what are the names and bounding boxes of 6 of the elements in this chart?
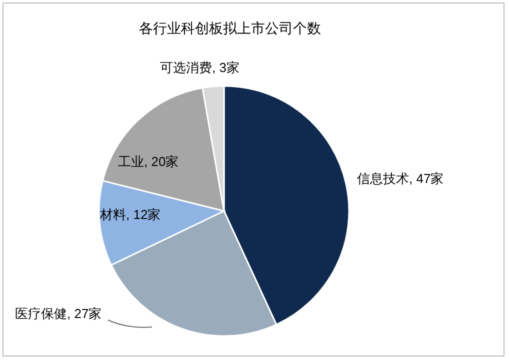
slice-label: 材料, 12家	[99, 207, 161, 222]
slice-label: 可选消费, 3家	[160, 60, 240, 75]
slice-label: 医疗保健, 27家	[15, 306, 102, 321]
chart-title: 各行业科创板拟上市公司个数	[139, 20, 321, 36]
slice-label: 信息技术, 47家	[357, 171, 444, 186]
slice-label: 工业, 20家	[118, 154, 179, 169]
